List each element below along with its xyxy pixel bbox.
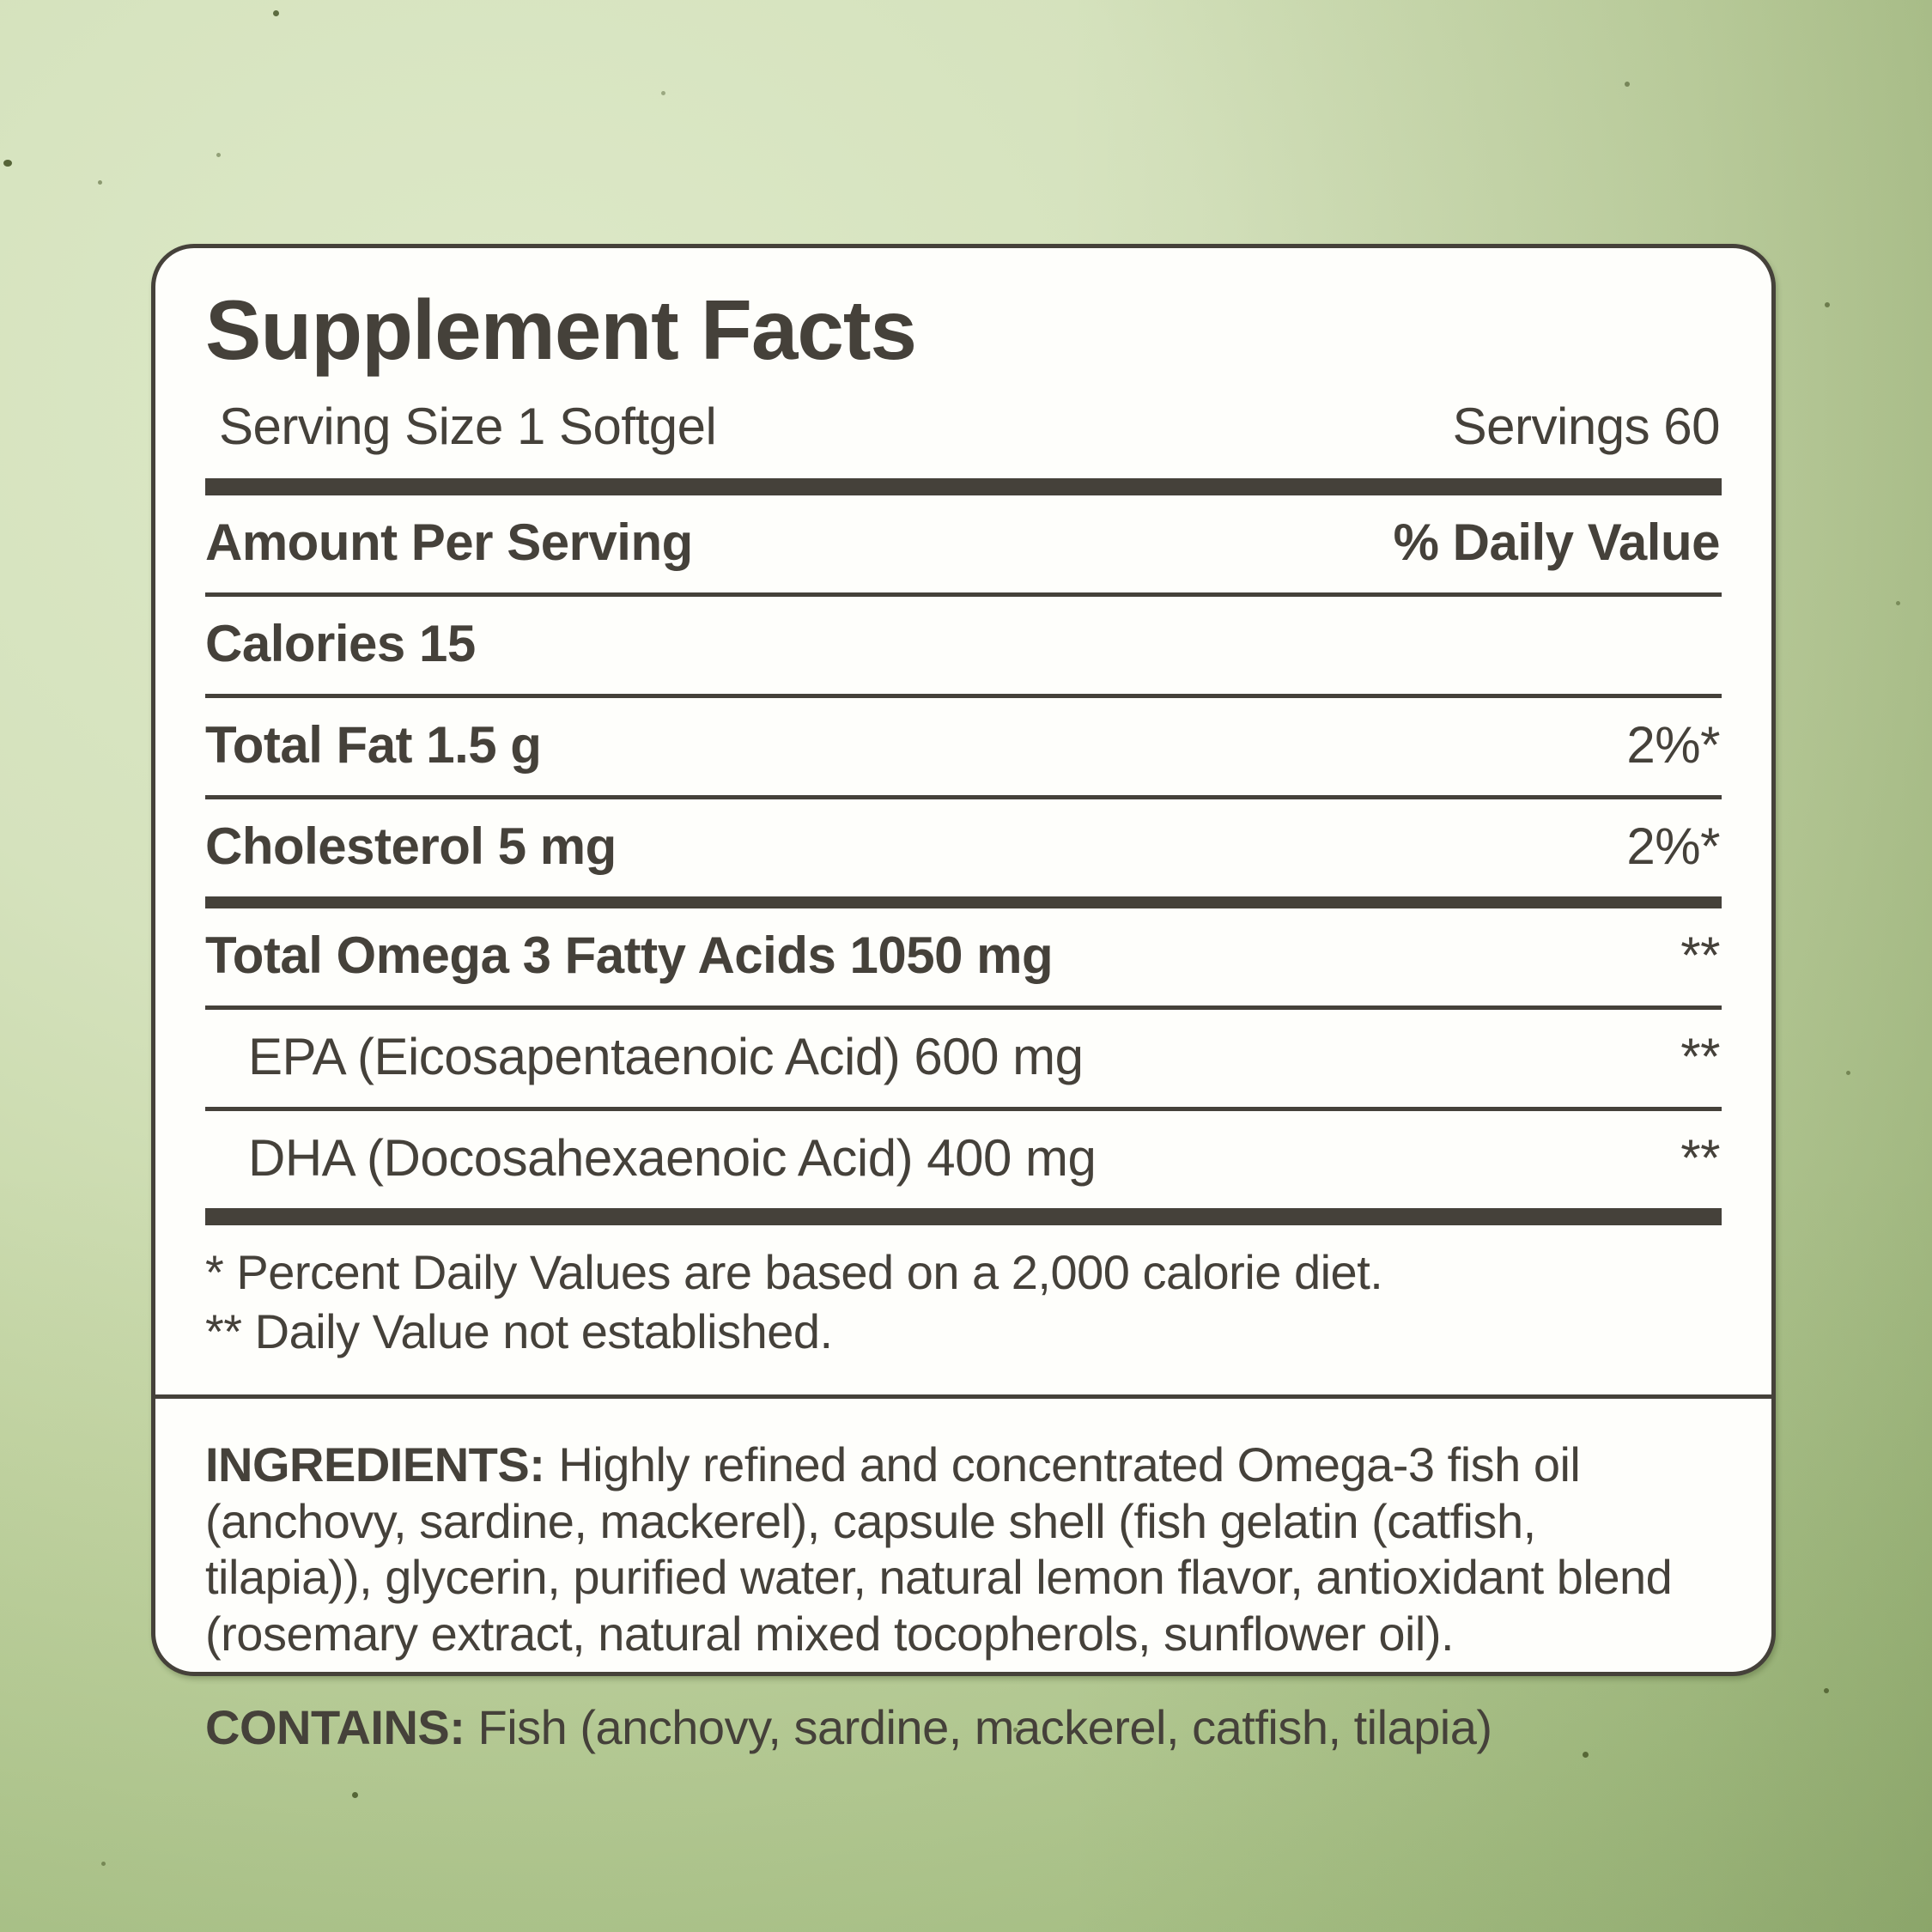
panel-title: Supplement Facts	[205, 283, 917, 377]
table-row-epa: EPA (Eicosapentaenoic Acid) 600 mg **	[205, 1010, 1722, 1111]
speckle	[352, 1792, 358, 1798]
speckle	[1625, 82, 1630, 87]
divider-heavy-bottom	[205, 1207, 1722, 1225]
speckle	[1825, 302, 1830, 307]
serving-info-row: Serving Size 1 Softgel Servings 60	[205, 397, 1722, 456]
ingredients-heading: INGREDIENTS:	[205, 1437, 545, 1492]
row-label: Cholesterol 5 mg	[205, 817, 617, 875]
row-label: DHA (Docosahexaenoic Acid) 400 mg	[248, 1128, 1097, 1187]
ingredients-paragraph: INGREDIENTS: Highly refined and concentra…	[205, 1437, 1711, 1662]
divider-heavy-top	[205, 477, 1722, 495]
ingredients-text: Highly refined and concentrated Omega-3 …	[205, 1437, 1673, 1661]
contains-paragraph: CONTAINS: Fish (anchovy, sardine, macker…	[205, 1699, 1711, 1756]
table-row-total-omega3: Total Omega 3 Fatty Acids 1050 mg **	[205, 908, 1722, 1010]
ingredients-section: INGREDIENTS: Highly refined and concentra…	[155, 1394, 1771, 1804]
row-label: EPA (Eicosapentaenoic Acid) 600 mg	[248, 1027, 1084, 1085]
speckle	[273, 10, 279, 16]
table-row-calories: Calories 15	[205, 597, 1722, 698]
speckle	[1824, 1688, 1829, 1693]
row-value: 2%*	[1626, 715, 1720, 774]
speckle	[1896, 601, 1900, 605]
row-value: 2%*	[1626, 817, 1720, 875]
row-label: Total Omega 3 Fatty Acids 1050 mg	[205, 926, 1054, 984]
speckle	[216, 153, 221, 157]
table-row-cholesterol: Cholesterol 5 mg 2%*	[205, 799, 1722, 896]
speckle	[1013, 1728, 1018, 1732]
footnote-daily-value: * Percent Daily Values are based on a 2,…	[205, 1244, 1383, 1299]
speckle	[661, 91, 665, 95]
contains-heading: CONTAINS:	[205, 1700, 465, 1755]
table-row-dha: DHA (Docosahexaenoic Acid) 400 mg **	[205, 1111, 1722, 1208]
row-value: **	[1680, 926, 1720, 984]
speckle	[1846, 1071, 1850, 1075]
supplement-facts-panel: Supplement Facts Serving Size 1 Softgel …	[155, 248, 1771, 1358]
row-label: Total Fat 1.5 g	[205, 715, 542, 774]
speckle	[3, 160, 12, 167]
serving-size-text: Serving Size 1 Softgel	[219, 397, 717, 455]
column-percent-daily-value: % Daily Value	[1393, 513, 1721, 571]
speckle	[101, 1862, 106, 1866]
divider-medium	[205, 896, 1722, 908]
column-amount-per-serving: Amount Per Serving	[205, 513, 693, 571]
contains-text: Fish (anchovy, sardine, mackerel, catfis…	[477, 1700, 1493, 1755]
footnote-not-established: ** Daily Value not established.	[205, 1303, 833, 1358]
row-label: Calories 15	[205, 614, 476, 672]
supplement-facts-label: Supplement Facts Serving Size 1 Softgel …	[151, 244, 1776, 1754]
table-header-row: Amount Per Serving % Daily Value	[205, 495, 1722, 597]
row-value: **	[1680, 1027, 1720, 1085]
servings-count-text: Servings 60	[1452, 397, 1721, 455]
row-value: **	[1680, 1128, 1720, 1187]
speckle	[98, 180, 102, 185]
table-row-total-fat: Total Fat 1.5 g 2%*	[205, 698, 1722, 799]
footnotes: * Percent Daily Values are based on a 2,…	[205, 1225, 1722, 1358]
speckle	[1583, 1752, 1589, 1758]
